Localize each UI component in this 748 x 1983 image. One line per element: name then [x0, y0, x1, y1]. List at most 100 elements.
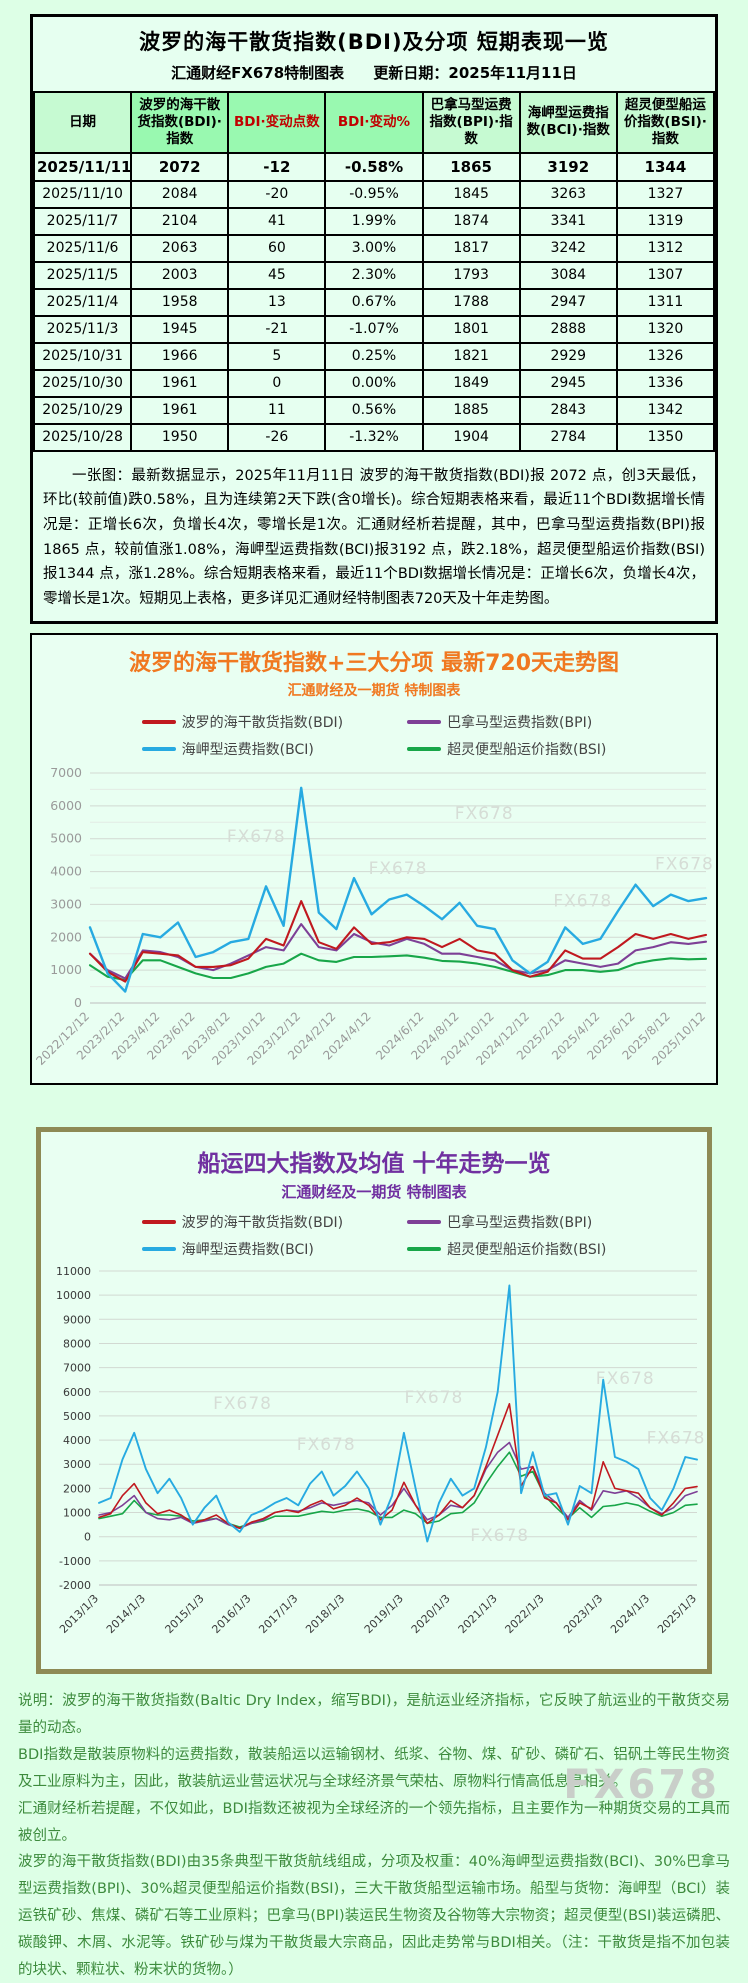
table-cell: 2084 [130, 179, 230, 209]
table-cell: -21 [227, 314, 327, 344]
summary-note: 一张图：最新数据显示，2025年11月11日 波罗的海干散货指数(BDI)报 2… [43, 467, 705, 607]
x-axis-tick-label: 2014/1/3 [104, 1592, 148, 1636]
table-cell: 1312 [615, 233, 716, 263]
y-axis-tick-label: 7000 [50, 765, 82, 780]
y-axis-tick-label: 0 [84, 1531, 91, 1544]
table-cell: 1320 [615, 314, 716, 344]
chart-720d-legend: 波罗的海干散货指数(BDI) 巴拿马型运费指数(BPI) 海岬型运费指数(BCI) 超… [32, 706, 716, 761]
series-line-bsi [88, 953, 708, 982]
table-cell: 1.99% [324, 206, 424, 236]
y-axis-tick-label: 2000 [50, 930, 82, 945]
table-cell: 0.56% [324, 395, 424, 425]
column-header: 日期 [32, 91, 133, 154]
y-axis-tick-label: 0 [74, 995, 82, 1010]
table-row: 2025/11/7 2104 41 1.99% 1874 3341 1319 [32, 206, 716, 236]
table-cell: 2025/10/28 [32, 422, 133, 452]
table-row: 2025/11/5 2003 45 2.30% 1793 3084 1307 [32, 260, 716, 290]
legend-label: 波罗的海干散货指数(BDI) [181, 715, 344, 732]
table-cell: 2025/10/31 [32, 341, 133, 371]
table-cell: -20 [227, 179, 327, 209]
series-line-bci [88, 787, 708, 994]
legend-label: 巴拿马型运费指数(BPI) [447, 715, 593, 732]
table-cell: -26 [227, 422, 327, 452]
legend-line-swatch [407, 1220, 442, 1225]
table-row: 2025/11/10 2084 -20 -0.95% 1845 3263 1327 [32, 179, 716, 209]
table-cell: 11 [227, 395, 327, 425]
fx678-watermark: FX678 [563, 1762, 720, 1808]
table-row: 2025/11/11 2072 -12 -0.58% 1865 3192 1344 [32, 151, 716, 182]
legend-line-swatch [407, 747, 442, 752]
table-cell: 1885 [421, 395, 521, 425]
plot-watermark: FX678 [369, 860, 428, 880]
table-cell: 0.67% [324, 287, 424, 317]
plot-watermark: FX678 [470, 1527, 529, 1547]
table-cell: 2929 [518, 341, 618, 371]
x-axis-tick-label: 2017/1/3 [256, 1592, 300, 1636]
series-line-bdi [88, 900, 708, 984]
table-row: 2025/10/28 1950 -26 -1.32% 1904 2784 1350 [32, 422, 716, 452]
table-cell: 2945 [518, 368, 618, 398]
series-line-bsi [98, 1451, 698, 1529]
legend-item: 巴拿马型运费指数(BPI) [407, 712, 606, 732]
y-axis-tick-label: -2000 [59, 1579, 91, 1592]
table-cell: 2025/11/6 [32, 233, 133, 263]
y-axis-tick-label: 3000 [63, 1459, 91, 1472]
table-cell: 1788 [421, 287, 521, 317]
legend-line-swatch [407, 1247, 442, 1252]
summary-box: 波罗的海干散货指数(BDI)及分项 短期表现一览 汇通财经FX678特制图表 更… [30, 14, 718, 625]
table-cell: 1327 [615, 179, 716, 209]
chart-10y-legend: 波罗的海干散货指数(BDI) 巴拿马型运费指数(BPI) 海岬型运费指数(BCI) 超… [41, 1206, 707, 1261]
y-axis-tick-label: 5000 [50, 831, 82, 846]
table-cell: 0.25% [324, 341, 424, 371]
legend-label: 超灵便型船运价指数(BSI) [447, 742, 607, 759]
table-cell: 1904 [421, 422, 521, 452]
chart-720d-plot: 0 1000 2000 3000 4000 5000 6000 7000 FX678 FX678 F… [32, 761, 724, 1079]
table-cell: -1.32% [324, 422, 424, 452]
table-cell: 1817 [421, 233, 521, 263]
y-axis-tick-label: 6000 [63, 1386, 91, 1399]
chart-10y-subtitle: 汇通财经及一期货 特制图表 [281, 1183, 467, 1202]
legend-line-swatch [141, 720, 176, 725]
update-date-label: 更新日期：2025年11月11日 [373, 64, 577, 82]
legend-line-swatch [141, 747, 176, 752]
table-cell: 1319 [615, 206, 716, 236]
table-cell: 1950 [130, 422, 230, 452]
chart-canvas: 0 1000 2000 3000 4000 5000 6000 7000 FX678 FX678 F… [33, 765, 714, 1068]
table-cell: 1874 [421, 206, 521, 236]
table-cell: 2025/10/29 [32, 395, 133, 425]
plot-watermark: FX678 [553, 892, 612, 912]
bdi-table: 日期 波罗的海干散货指数(BDI)·指数 BDI·变动点数 BDI·变动% 巴拿马型运费… [32, 91, 716, 452]
y-axis-tick-label: 1000 [50, 963, 82, 978]
legend-label: 海岬型运费指数(BCI) [181, 1242, 314, 1259]
x-axis-tick-label: 2024/1/3 [608, 1592, 652, 1636]
table-cell: 1311 [615, 287, 716, 317]
table-cell: 1350 [615, 422, 716, 452]
table-cell: 2025/11/5 [32, 260, 133, 290]
footer-paragraph: BDI指数是散装原物料的运费指数，散装船运以运输钢材、纸浆、谷物、煤、矿砂、磷矿… [18, 1747, 730, 1790]
table-cell: 5 [227, 341, 327, 371]
legend-label: 海岬型运费指数(BCI) [181, 742, 314, 759]
plot-watermark: FX678 [227, 827, 286, 847]
x-axis-tick-label: 2022/1/3 [503, 1592, 547, 1636]
table-cell: 1865 [421, 151, 521, 182]
table-cell: 1821 [421, 341, 521, 371]
legend-line-swatch [141, 1220, 176, 1225]
table-cell: 1342 [615, 395, 716, 425]
table-cell: 1849 [421, 368, 521, 398]
y-axis-tick-label: 7000 [63, 1362, 91, 1375]
plot-watermark: FX678 [655, 855, 714, 875]
y-axis-tick-label: 11000 [56, 1265, 91, 1278]
table-cell: 2063 [130, 233, 230, 263]
table-row: 2025/11/6 2063 60 3.00% 1817 3242 1312 [32, 233, 716, 263]
table-cell: 1336 [615, 368, 716, 398]
y-axis-tick-label: -1000 [59, 1555, 91, 1568]
y-axis-tick-label: 8000 [63, 1338, 91, 1351]
table-cell: 2025/11/4 [32, 287, 133, 317]
table-cell: 1966 [130, 341, 230, 371]
table-cell: -0.58% [324, 151, 424, 182]
legend-line-swatch [407, 720, 442, 725]
table-cell: 0 [227, 368, 327, 398]
table-cell: 0.00% [324, 368, 424, 398]
legend-label: 巴拿马型运费指数(BPI) [447, 1215, 593, 1232]
